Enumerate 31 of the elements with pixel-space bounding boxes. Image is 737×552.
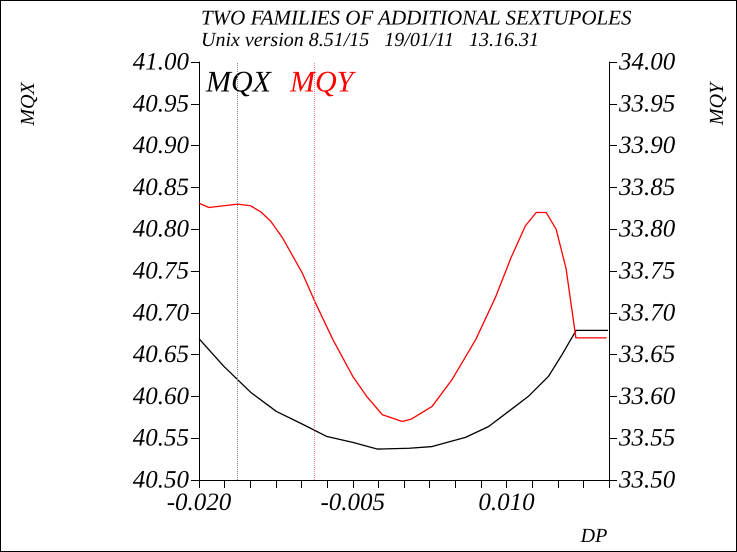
y2-tick-label: 33.75	[618, 258, 676, 284]
y2-tick-label: 33.65	[618, 341, 676, 368]
chart-title: TWO FAMILIES OF ADDITIONAL SEXTUPOLES	[201, 6, 632, 30]
y-tick-label: 40.55	[132, 424, 189, 452]
y2-tick-label: 34.00	[618, 48, 676, 76]
y-tick-label: 40.70	[132, 299, 190, 326]
y2-axis-title: MQY	[706, 81, 728, 126]
x-axis-title: DP	[580, 525, 608, 547]
y2-tick-label: 33.95	[618, 90, 676, 118]
y-tick-label: 40.60	[132, 382, 190, 410]
y2-tick-label: 33.90	[618, 132, 676, 160]
text: MQX	[205, 66, 273, 98]
y-tick-label: 40.80	[132, 216, 190, 243]
y-tick-label: 40.65	[132, 341, 189, 368]
y2-tick-label: 33.70	[618, 299, 676, 326]
y2-tick-label: 33.85	[618, 174, 676, 201]
x-tick-label: 0.010	[478, 489, 536, 516]
y-tick-label: 40.95	[132, 90, 189, 118]
line-series	[198, 202, 608, 422]
y2-tick-label: 33.55	[618, 424, 676, 452]
x-tick-label: -0.005	[320, 489, 386, 516]
y-tick-label: 40.85	[132, 174, 189, 201]
y2-tick-label: 33.50	[618, 466, 676, 494]
chart-subtitle: Unix version 8.51/15 19/01/11 13.16.31	[201, 29, 539, 51]
y-tick-label: 41.00	[132, 48, 190, 76]
y-tick-label: 40.75	[132, 258, 189, 284]
y-axis-title: MQX	[17, 82, 39, 127]
y2-tick-label: 33.80	[618, 216, 676, 243]
y2-tick-label: 33.60	[618, 382, 676, 410]
text: MQY	[288, 66, 357, 98]
y-tick-label: 40.90	[132, 132, 190, 160]
